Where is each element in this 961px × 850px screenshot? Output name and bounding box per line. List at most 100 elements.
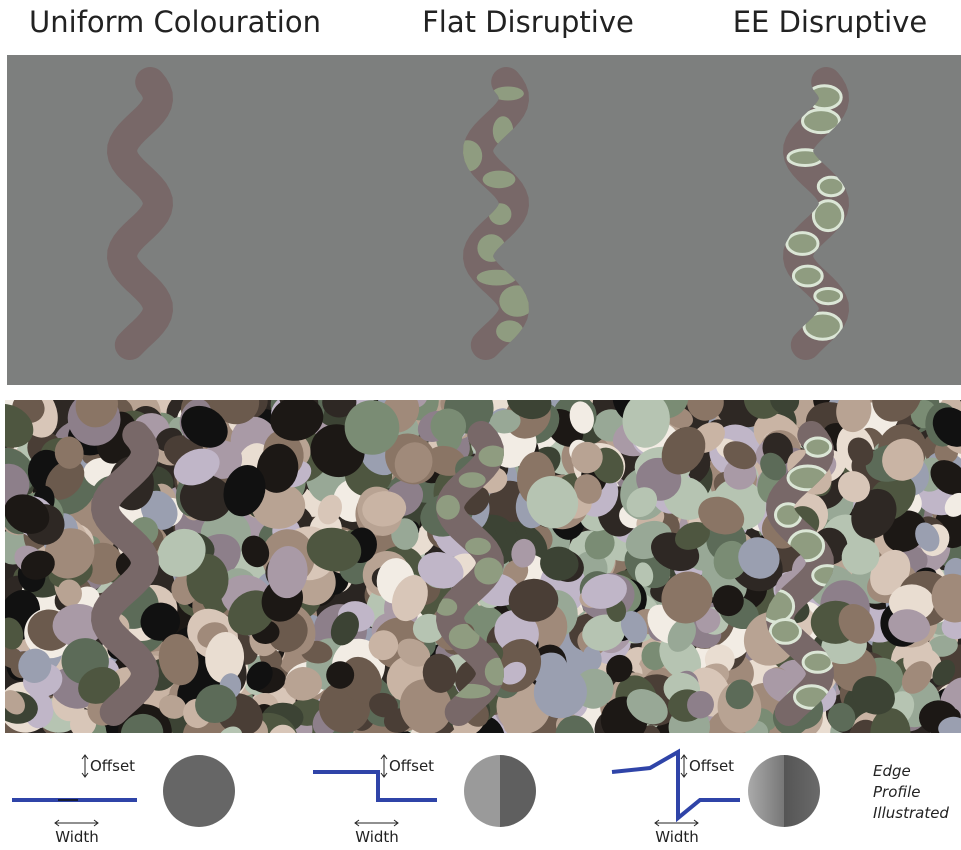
- worm-patch: [499, 285, 536, 317]
- leaf: [723, 441, 757, 470]
- worm-patch: [806, 84, 843, 111]
- worm-patch: [813, 287, 844, 306]
- worm-patch: [448, 623, 480, 650]
- worm-patch: [802, 311, 843, 341]
- leaf: [158, 694, 187, 719]
- leaf: [661, 571, 713, 624]
- leaf: [507, 400, 552, 420]
- leaf: [872, 400, 922, 422]
- leaf: [851, 488, 897, 539]
- leaf: [944, 492, 961, 517]
- width-label: Width: [55, 828, 99, 846]
- leaf: [870, 549, 911, 596]
- worm-patch: [801, 650, 834, 674]
- leaf: [932, 659, 956, 686]
- leaf: [268, 724, 298, 733]
- leaf: [571, 441, 603, 474]
- leaf: [284, 666, 322, 701]
- leaf: [179, 474, 233, 522]
- worm-patch: [801, 108, 841, 135]
- width-arrow: [54, 819, 99, 827]
- leaf: [847, 437, 874, 466]
- leaf: [620, 610, 648, 644]
- worm: [453, 67, 536, 360]
- worm-patch: [477, 234, 506, 262]
- leaf: [326, 661, 355, 689]
- leaf: [54, 436, 84, 469]
- leaf: [317, 494, 342, 525]
- leaf: [195, 684, 237, 723]
- worm-patch: [435, 598, 458, 616]
- leaf: [584, 529, 615, 560]
- leaf: [770, 400, 800, 415]
- leaf: [241, 535, 270, 568]
- leaf: [157, 528, 206, 577]
- leaf: [606, 654, 633, 683]
- offset-arrow: [680, 754, 688, 778]
- leaf: [45, 459, 85, 500]
- leaf: [5, 690, 25, 715]
- worm-patch: [492, 86, 524, 101]
- note-line: Profile: [873, 783, 920, 801]
- leaf: [667, 618, 696, 652]
- leaf: [511, 538, 536, 568]
- worm-patch: [484, 657, 510, 686]
- leaf: [626, 689, 668, 725]
- leaf: [270, 400, 324, 441]
- leaf: [526, 476, 579, 529]
- width-label: Width: [355, 828, 399, 846]
- worm-body: [107, 67, 173, 360]
- leaf: [394, 442, 433, 483]
- leaf: [251, 482, 306, 529]
- leaf: [417, 552, 464, 589]
- leaf: [508, 578, 559, 622]
- leaf: [422, 653, 457, 693]
- worm-patches: [785, 84, 846, 341]
- leaf: [581, 573, 627, 609]
- profile-disc-light: [464, 755, 500, 827]
- leaf: [931, 573, 961, 623]
- worm-patch: [436, 495, 460, 520]
- worm-patch: [757, 588, 796, 624]
- leaf: [57, 579, 82, 607]
- leaf: [430, 408, 467, 444]
- leaf: [533, 666, 587, 719]
- profile-disc-dark: [500, 755, 536, 827]
- worm-patch: [811, 564, 844, 587]
- leaf: [555, 715, 595, 733]
- worm-patch: [811, 199, 845, 233]
- panel-title: EE Disruptive: [733, 5, 928, 39]
- width-arrow: [354, 819, 399, 827]
- leaf: [52, 603, 104, 647]
- leaf: [712, 585, 744, 617]
- leaf: [870, 708, 911, 733]
- leaf: [44, 528, 95, 579]
- leaf: [18, 648, 52, 683]
- leaf: [915, 522, 940, 552]
- worm-patch: [496, 320, 524, 343]
- leaf: [634, 562, 654, 587]
- leaf: [5, 494, 50, 534]
- leaf-litter-background: [5, 400, 961, 733]
- leaf: [927, 635, 958, 657]
- leaf: [932, 407, 961, 447]
- leaf: [5, 617, 24, 650]
- leaf: [75, 400, 118, 428]
- offset-arrow: [81, 754, 89, 778]
- worm-patch: [786, 148, 824, 168]
- leaf: [738, 537, 780, 579]
- width-arrow: [654, 819, 699, 827]
- panel-title: Flat Disruptive: [422, 5, 634, 39]
- leaf: [20, 550, 55, 580]
- offset-arrow: [380, 754, 388, 778]
- leaf: [827, 702, 856, 732]
- profile-line: [611, 748, 740, 823]
- leaf: [78, 666, 121, 704]
- leaf: [140, 602, 181, 641]
- leaf: [698, 496, 745, 535]
- edge-profile-ee: Offset Width: [611, 748, 820, 846]
- leaf: [674, 521, 711, 550]
- note-line: Illustrated: [873, 804, 949, 822]
- worm-body: [91, 421, 159, 726]
- leaf: [369, 692, 398, 718]
